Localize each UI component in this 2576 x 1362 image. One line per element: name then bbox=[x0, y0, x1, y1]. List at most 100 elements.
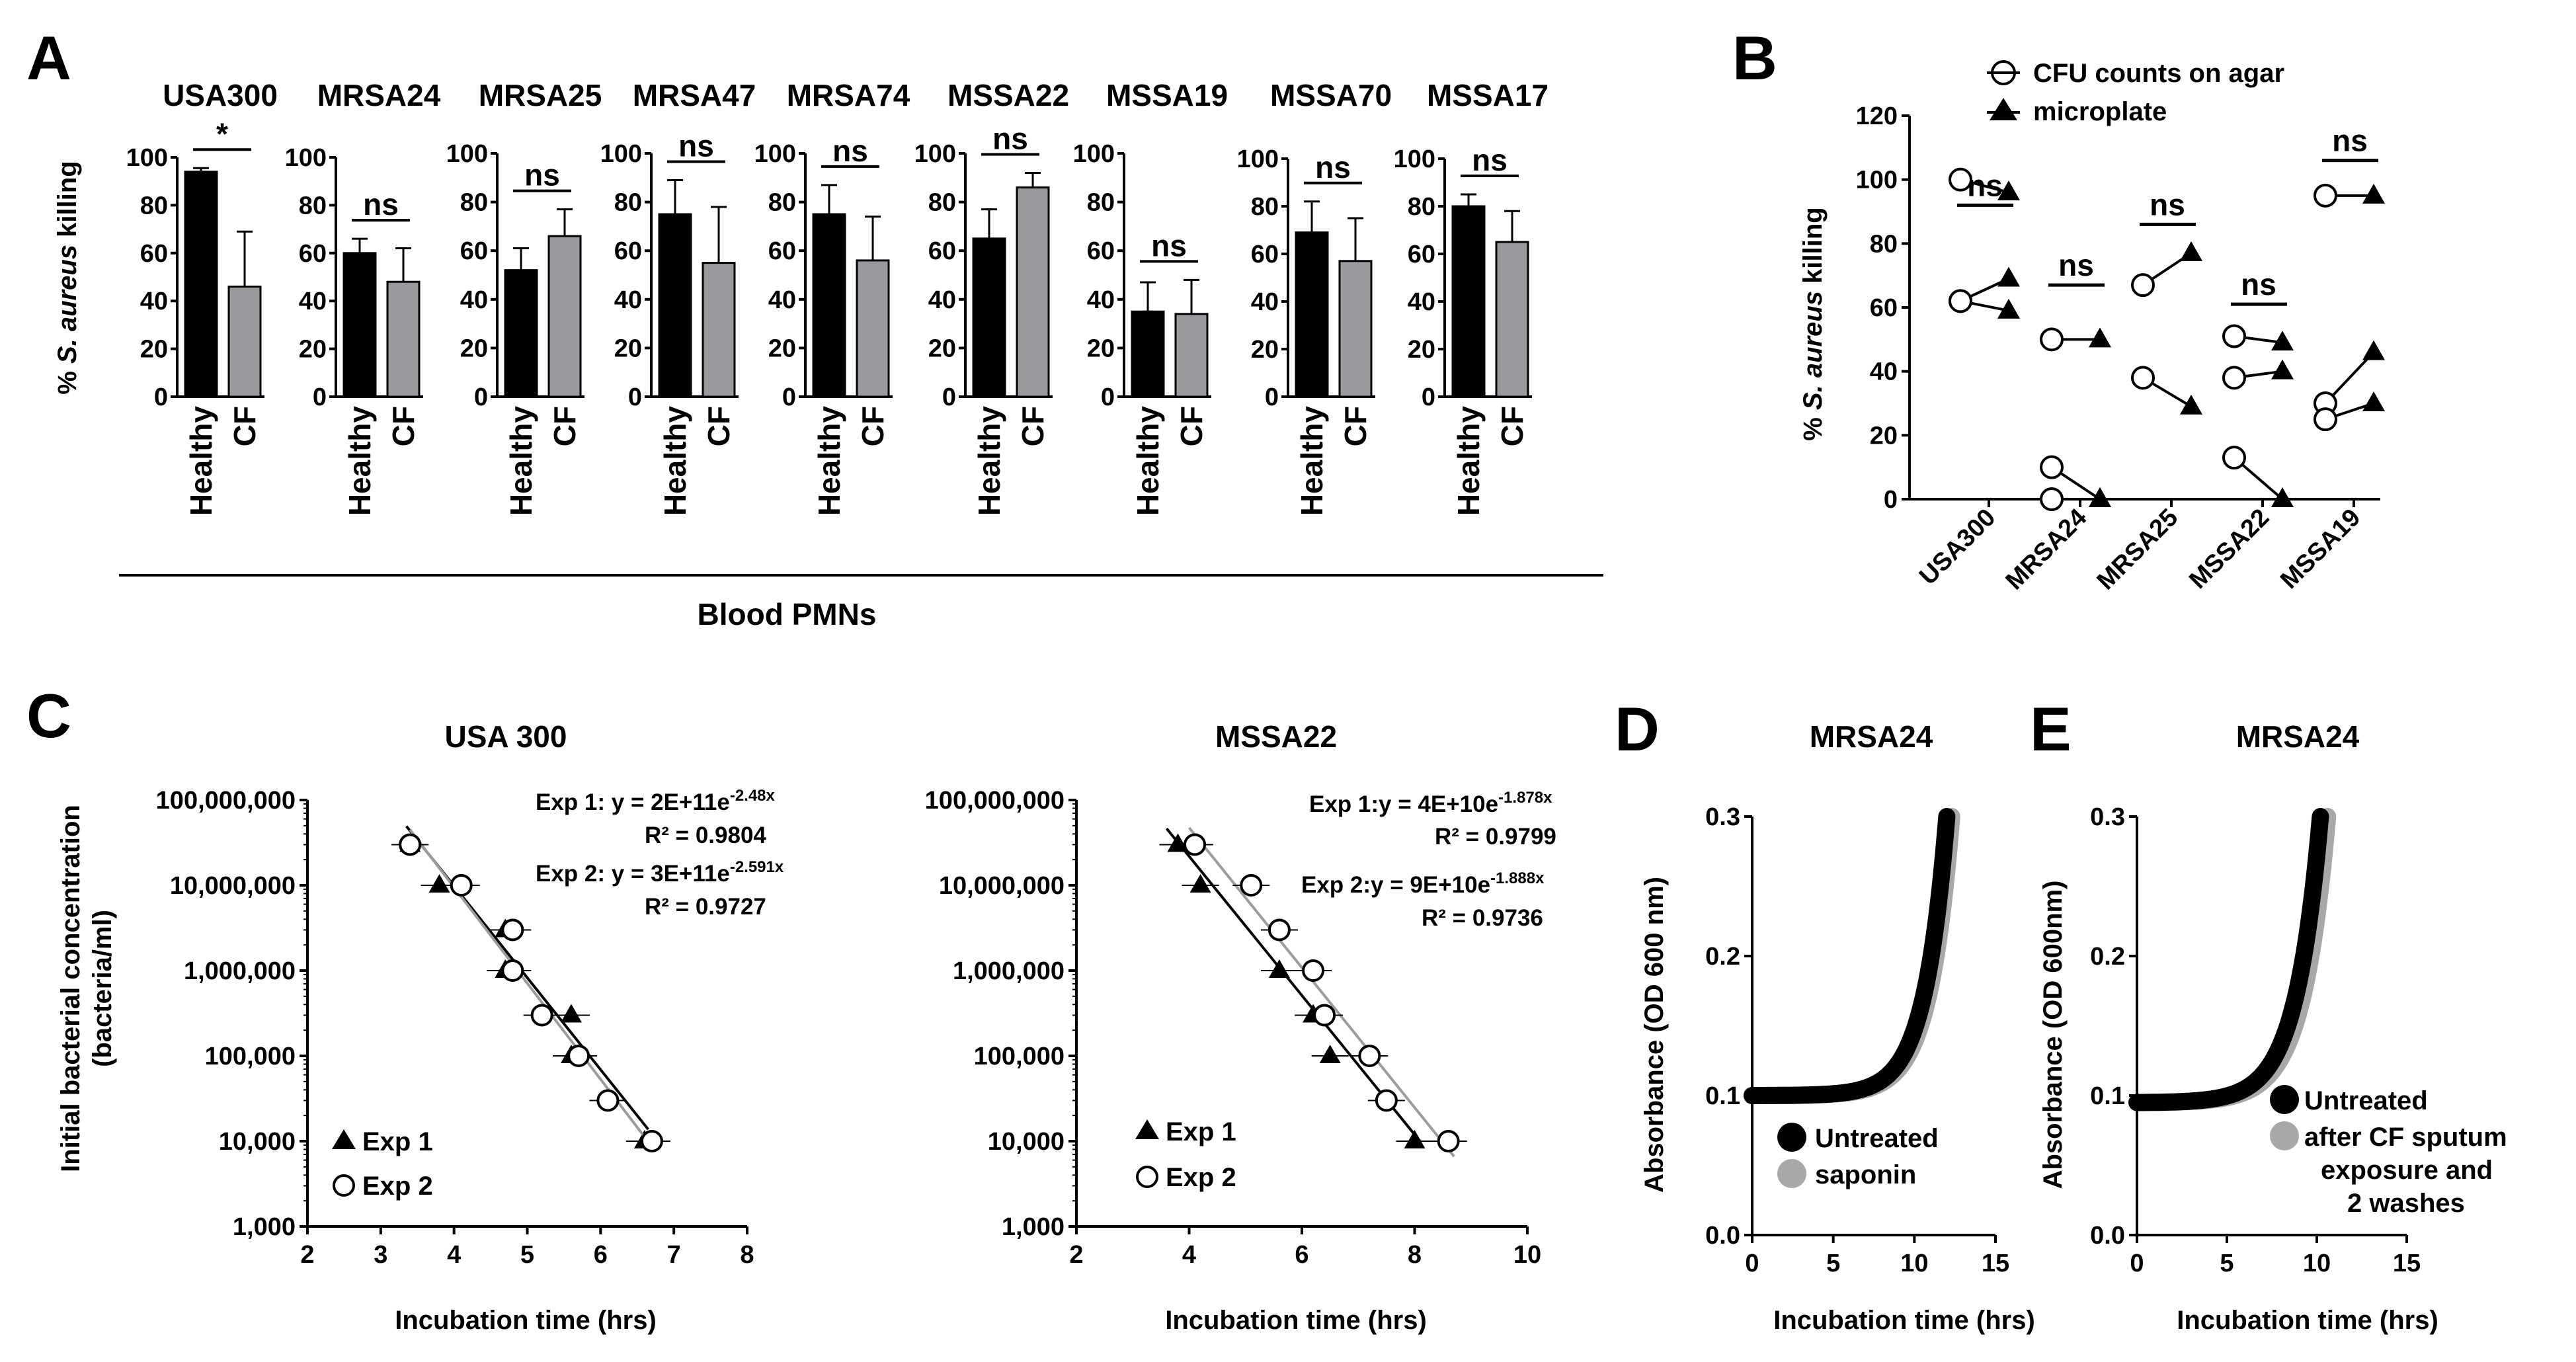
panel-c1-title: USA 300 bbox=[445, 719, 567, 754]
bar-healthy bbox=[342, 252, 377, 398]
y-tick-label: 0.1 bbox=[2090, 1082, 2125, 1110]
y-tick-label: 20 bbox=[1087, 335, 1115, 362]
x-tick-label: 7 bbox=[667, 1241, 681, 1269]
panel-c1-x-axis-label: Incubation time (hrs) bbox=[395, 1306, 657, 1335]
y-tick-label: 20 bbox=[299, 336, 327, 364]
y-tick-label: 0.3 bbox=[2090, 803, 2125, 831]
y-tick-label: 100 bbox=[754, 140, 796, 168]
point-cfu-counts bbox=[2040, 455, 2064, 479]
y-tick-label: 0 bbox=[313, 383, 327, 411]
bar-cf bbox=[1495, 241, 1529, 398]
point-microplate bbox=[2271, 331, 2294, 351]
y-tick-label: 0 bbox=[1101, 383, 1115, 411]
panel-c2-legend-exp2: Exp 2 bbox=[1166, 1163, 1236, 1192]
point-cfu-counts bbox=[2222, 324, 2246, 348]
panel-label-d: D bbox=[1615, 694, 1660, 764]
x-tick-label-healthy: Healthy bbox=[1131, 406, 1165, 516]
y-tick-label: 100 bbox=[914, 140, 956, 168]
point-microplate bbox=[2362, 183, 2385, 204]
y-tick-label: 80 bbox=[928, 189, 956, 217]
point-microplate bbox=[2271, 487, 2294, 507]
y-tick-label: 20 bbox=[1870, 422, 1898, 450]
data-point-exp1 bbox=[561, 1004, 582, 1023]
x-tick-label: 6 bbox=[594, 1241, 608, 1269]
point-cfu-counts bbox=[1949, 289, 1972, 313]
significance-label: ns bbox=[2241, 267, 2276, 301]
data-point-exp2 bbox=[596, 1089, 620, 1112]
panel-label-e: E bbox=[2030, 694, 2072, 764]
y-tick-label: 60 bbox=[614, 237, 642, 265]
y-tick-label: 100 bbox=[1073, 140, 1115, 168]
x-tick-label: 5 bbox=[520, 1241, 534, 1269]
y-tick-label: 20 bbox=[140, 336, 168, 364]
data-point-exp1 bbox=[1167, 833, 1189, 852]
y-tick-label: 60 bbox=[768, 237, 796, 265]
panel-c-y-axis-label-line1: Initial bacterial concentration bbox=[56, 805, 85, 1172]
y-tick-label: 10,000,000 bbox=[170, 872, 296, 900]
y-tick-label: 100 bbox=[126, 144, 168, 172]
y-tick-label: 80 bbox=[1408, 193, 1435, 221]
panel-c2-title: MSSA22 bbox=[1215, 719, 1337, 754]
data-point-exp1 bbox=[1268, 959, 1290, 978]
y-tick-label: 0 bbox=[154, 383, 168, 411]
panel-c-mssa22-plot: MSSA22 Incubation time (hrs) Exp 1:y = 4… bbox=[925, 719, 1556, 1335]
point-cfu-counts bbox=[2314, 183, 2337, 208]
y-tick-label: 80 bbox=[768, 189, 796, 217]
y-tick-label: 0 bbox=[782, 383, 796, 411]
panel-c2-equation-exp1: Exp 1:y = 4E+10e-1.878x bbox=[1309, 789, 1552, 817]
panel-d-legend-untreated: Untreated bbox=[1815, 1124, 1939, 1153]
point-microplate bbox=[1997, 180, 2020, 200]
bar-subplot-mssa70: MSSA70 0 20 40 60 80 100 Healthy CF ns bbox=[1237, 78, 1392, 516]
bar-cf bbox=[1174, 313, 1209, 398]
bar-subplot-mrsa25: MRSA25 0 20 40 60 80 100 Healthy CF ns bbox=[446, 78, 602, 516]
y-tick-label: 0.0 bbox=[2090, 1222, 2125, 1250]
y-tick-label: 0 bbox=[1884, 486, 1898, 514]
legend-label-microplate: microplate bbox=[2033, 97, 2167, 126]
bar-subplot-mssa19: MSSA19 0 20 40 60 80 100 Healthy CF ns bbox=[1073, 78, 1228, 516]
significance-label: ns bbox=[2058, 248, 2094, 282]
y-tick-label: 60 bbox=[1408, 241, 1435, 268]
bar-cf bbox=[1016, 186, 1050, 398]
y-tick-label: 60 bbox=[460, 237, 488, 265]
x-tick-label-healthy: Healthy bbox=[812, 406, 846, 516]
x-tick-label-cf: CF bbox=[1495, 406, 1529, 446]
legend-exp2-circle-icon bbox=[1136, 1166, 1158, 1188]
significance-label: ns bbox=[1151, 228, 1187, 262]
panel-label-b: B bbox=[1732, 23, 1777, 93]
x-tick-label-healthy: Healthy bbox=[658, 406, 692, 516]
subplot-title: USA300 bbox=[163, 78, 278, 112]
subplot-title: MRSA74 bbox=[787, 78, 910, 112]
y-tick-label: 1,000 bbox=[1002, 1213, 1065, 1241]
y-tick-label: 100 bbox=[1856, 167, 1898, 194]
x-tick-label-mrsa24: MRSA24 bbox=[2001, 504, 2093, 596]
y-tick-label: 40 bbox=[768, 286, 796, 314]
x-tick-label: 5 bbox=[2220, 1250, 2234, 1277]
x-tick-label: 2 bbox=[1069, 1241, 1083, 1269]
x-tick-label-healthy: Healthy bbox=[1451, 406, 1486, 516]
x-tick-label: 2 bbox=[300, 1241, 314, 1269]
data-point-exp2 bbox=[501, 918, 524, 941]
panel-c2-equation-exp2: Exp 2:y = 9E+10e-1.888x bbox=[1301, 869, 1545, 898]
bar-subplot-usa300: USA300 0 20 40 60 80 100 Healthy CF * bbox=[126, 78, 278, 516]
bar-cf bbox=[547, 235, 582, 398]
x-tick-label-cf: CF bbox=[856, 406, 890, 446]
x-tick-label: 3 bbox=[374, 1241, 387, 1269]
bar-subplot-mssa22: MSSA22 0 20 40 60 80 100 Healthy CF ns bbox=[914, 78, 1069, 516]
y-tick-label: 20 bbox=[460, 335, 488, 362]
data-point-exp2 bbox=[501, 959, 524, 982]
panel-c2-r2-exp1: R² = 0.9799 bbox=[1435, 824, 1556, 850]
panel-a-y-axis-label: % S. aureus killing bbox=[53, 161, 82, 394]
data-point-exp1 bbox=[1319, 1045, 1341, 1063]
panel-c1-r2-exp1: R² = 0.9804 bbox=[645, 822, 766, 848]
panel-d-y-axis-label: Absorbance (OD 600 nm) bbox=[1640, 877, 1669, 1193]
point-microplate bbox=[2362, 391, 2385, 411]
x-tick-label: 10 bbox=[2303, 1250, 2331, 1277]
y-tick-label: 60 bbox=[140, 240, 168, 268]
point-cfu-counts bbox=[2040, 327, 2064, 352]
y-tick-label: 0 bbox=[628, 383, 642, 411]
y-tick-label: 120 bbox=[1856, 102, 1898, 130]
significance-label: ns bbox=[1472, 143, 1508, 177]
panel-e-legend-untreated: Untreated bbox=[2304, 1086, 2428, 1115]
y-tick-label: 100 bbox=[446, 140, 488, 168]
panel-a-x-axis-label: Blood PMNs bbox=[698, 597, 877, 631]
